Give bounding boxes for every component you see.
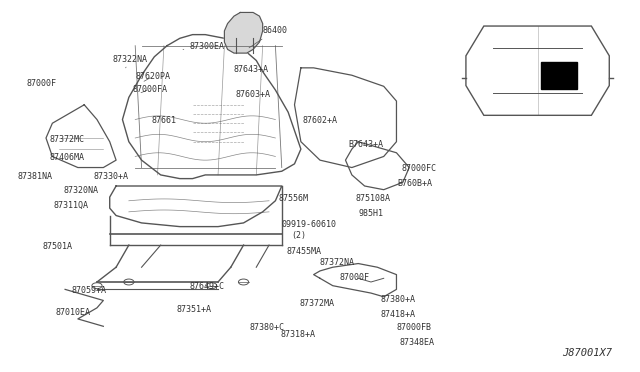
- Text: 87372MC: 87372MC: [49, 135, 84, 144]
- Text: 87406MA: 87406MA: [49, 153, 84, 162]
- Text: 875108A: 875108A: [355, 194, 390, 203]
- Bar: [541, 62, 577, 89]
- Text: 87000FB: 87000FB: [396, 323, 431, 332]
- Text: 87381NA: 87381NA: [17, 171, 52, 181]
- Text: 87602+A: 87602+A: [302, 116, 337, 125]
- Text: (2): (2): [291, 231, 307, 240]
- Text: 87311QA: 87311QA: [54, 201, 89, 210]
- Text: 87351+A: 87351+A: [177, 305, 212, 314]
- Text: 09919-60610: 09919-60610: [282, 219, 337, 229]
- Text: 87620PA: 87620PA: [135, 72, 170, 81]
- Text: 87380+C: 87380+C: [250, 323, 285, 332]
- Text: 86400: 86400: [249, 26, 287, 48]
- Text: 87000FA: 87000FA: [132, 85, 167, 94]
- Text: 87649+C: 87649+C: [189, 282, 225, 291]
- Text: 87330+A: 87330+A: [94, 171, 129, 181]
- Text: B760B+A: B760B+A: [397, 179, 433, 188]
- Text: 87300EA: 87300EA: [183, 42, 225, 51]
- Text: 87000F: 87000F: [27, 79, 57, 88]
- Text: 87643+A: 87643+A: [234, 64, 269, 74]
- Text: 87000F: 87000F: [339, 273, 369, 282]
- Text: 87603+A: 87603+A: [236, 90, 271, 99]
- Text: 87000FC: 87000FC: [401, 164, 436, 173]
- Text: 87318+A: 87318+A: [280, 330, 316, 339]
- Text: 87322NA: 87322NA: [113, 55, 148, 68]
- Text: 87418+A: 87418+A: [381, 310, 415, 319]
- Text: 87372MA: 87372MA: [300, 299, 335, 308]
- Text: B7643+A: B7643+A: [349, 140, 383, 149]
- Text: 87320NA: 87320NA: [64, 186, 99, 195]
- Text: 87059+A: 87059+A: [72, 286, 106, 295]
- Text: 87348EA: 87348EA: [399, 338, 435, 347]
- Text: J87001X7: J87001X7: [562, 348, 612, 358]
- Text: 87501A: 87501A: [43, 242, 73, 251]
- Polygon shape: [225, 13, 262, 53]
- Text: 87556M: 87556M: [278, 194, 308, 203]
- Text: 985H1: 985H1: [358, 209, 383, 218]
- Text: 87380+A: 87380+A: [381, 295, 415, 304]
- Text: 87661: 87661: [151, 116, 176, 125]
- Text: 87372NA: 87372NA: [320, 259, 355, 267]
- Text: 87455MA: 87455MA: [287, 247, 322, 256]
- Text: 87010EA: 87010EA: [56, 308, 90, 317]
